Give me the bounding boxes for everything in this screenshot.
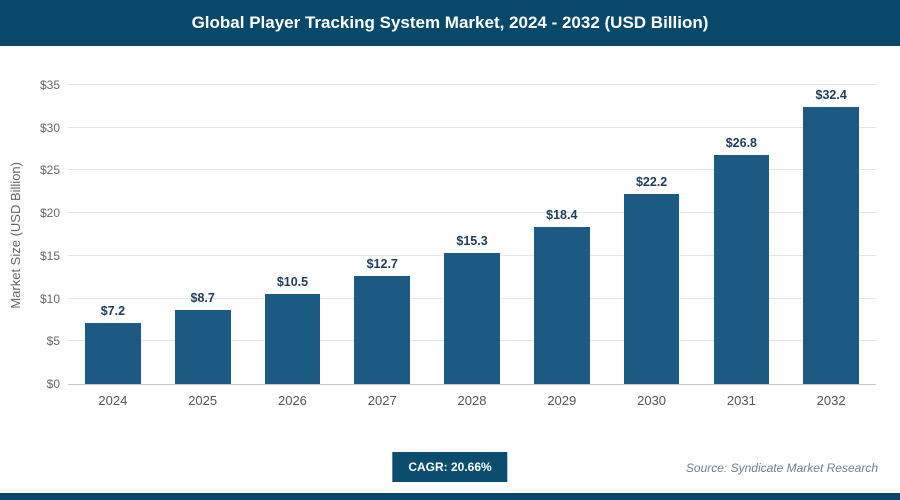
bar [713, 155, 770, 384]
bar-group-2029: $18.4 [517, 85, 607, 384]
bar [533, 226, 590, 384]
y-tick-label: $10 [39, 291, 60, 306]
bar-value-label: $12.7 [366, 256, 398, 271]
y-tick-label: $25 [39, 163, 60, 178]
bar-value-label: $18.4 [546, 207, 578, 222]
y-tick-label: $35 [39, 78, 60, 92]
bar-value-label: $10.5 [276, 275, 309, 290]
y-tick-label: $30 [39, 120, 60, 135]
x-tick-label: 2030 [637, 393, 667, 408]
bar-group-2024: $7.2 [68, 85, 158, 384]
x-axis-labels: 2024 2025 2026 2027 2028 2029 2030 2031 2032 [68, 393, 876, 408]
y-tick-label: $20 [39, 206, 60, 221]
x-tick-label: 2026 [277, 393, 307, 408]
bar-value-label: $32.4 [815, 88, 847, 103]
chart-title: Global Player Tracking System Market, 20… [191, 13, 709, 32]
y-tick-label: $5 [46, 334, 60, 349]
x-tick-label: 2029 [547, 393, 577, 408]
bar-group-2027: $12.7 [337, 85, 427, 384]
bar [354, 275, 411, 384]
bar-group-2026: $10.5 [248, 85, 338, 384]
y-tick-label: $0 [46, 377, 60, 391]
source-attribution: Source: Syndicate Market Research [685, 461, 878, 475]
bars-container: $7.2 $8.7 $10.5 $12.7 $15.3 $18.4 $22.2 $26.8 $3… [68, 85, 876, 384]
bar-group-2025: $8.7 [158, 85, 248, 384]
gridline [68, 212, 876, 214]
bar [803, 107, 859, 384]
bar [174, 309, 231, 384]
y-axis-title: Market Size (USD Billion) [8, 161, 23, 309]
x-tick-label: 2031 [726, 393, 756, 408]
x-tick-label: 2024 [98, 393, 128, 408]
bar-group-2030: $22.2 [607, 85, 697, 384]
gridline [68, 126, 876, 128]
bar-value-label: $7.2 [100, 303, 126, 318]
bar [85, 322, 141, 384]
gridline [68, 169, 876, 171]
y-tick-label: $15 [39, 248, 60, 263]
x-tick-label: 2028 [457, 393, 487, 408]
x-tick-label: 2027 [367, 393, 397, 408]
bar [264, 294, 321, 384]
plot-area: $0 $5 $10 $15 $20 $25 $30 $35 $7.2 $8.7 $10.5 $12.7… [40, 78, 876, 391]
bar [444, 253, 500, 384]
footer-accent-bar [0, 493, 900, 500]
x-tick-label: 2025 [188, 393, 218, 408]
bar [623, 194, 680, 384]
bar-value-label: $15.3 [456, 234, 488, 249]
chart-header: Global Player Tracking System Market, 20… [0, 0, 900, 46]
bar-value-label: $22.2 [635, 175, 668, 190]
x-tick-label: 2032 [816, 393, 846, 408]
bar-group-2028: $15.3 [427, 85, 517, 384]
bar-group-2031: $26.8 [696, 85, 786, 384]
bar-value-label: $26.8 [725, 136, 757, 151]
bar-value-label: $8.7 [190, 290, 215, 305]
bar-group-2032: $32.4 [786, 85, 876, 384]
gridline [68, 84, 876, 85]
cagr-badge: CAGR: 20.66% [392, 452, 508, 482]
